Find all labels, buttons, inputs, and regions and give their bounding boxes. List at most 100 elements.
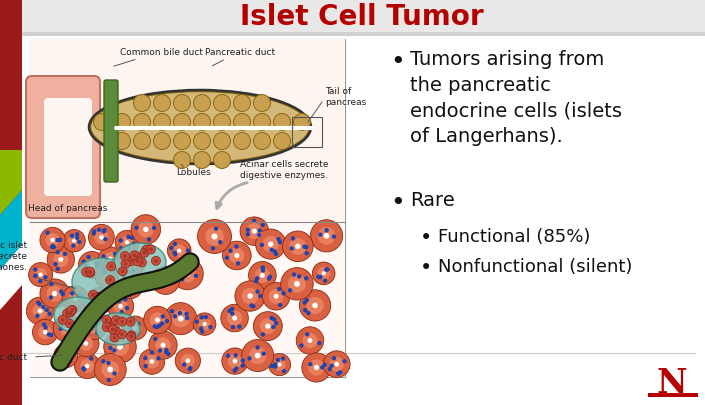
Circle shape (26, 297, 54, 325)
Circle shape (108, 278, 112, 282)
Circle shape (109, 321, 113, 325)
Circle shape (166, 352, 171, 356)
Circle shape (87, 320, 101, 334)
Circle shape (73, 330, 99, 357)
Circle shape (235, 281, 265, 311)
Circle shape (152, 271, 161, 279)
Circle shape (128, 326, 133, 331)
Circle shape (99, 247, 122, 271)
Circle shape (324, 268, 329, 272)
Circle shape (102, 361, 119, 378)
Circle shape (49, 282, 54, 287)
Circle shape (161, 315, 165, 319)
Circle shape (122, 263, 126, 267)
Text: Common bile duct: Common bile duct (114, 48, 203, 67)
Circle shape (233, 133, 250, 150)
Circle shape (230, 307, 235, 311)
Circle shape (123, 256, 139, 271)
Circle shape (38, 325, 52, 339)
Circle shape (89, 225, 114, 251)
Text: •: • (420, 228, 432, 247)
Circle shape (43, 275, 47, 280)
Circle shape (102, 267, 106, 272)
Circle shape (128, 261, 133, 266)
Circle shape (126, 254, 130, 258)
Circle shape (273, 364, 277, 369)
Circle shape (278, 240, 282, 245)
Circle shape (172, 310, 190, 328)
Circle shape (254, 95, 271, 112)
Circle shape (250, 303, 254, 308)
Circle shape (233, 353, 238, 358)
Circle shape (127, 331, 136, 340)
Circle shape (135, 226, 139, 230)
Circle shape (120, 320, 124, 324)
Circle shape (92, 230, 97, 234)
Bar (30, 40, 345, 222)
Circle shape (114, 255, 118, 260)
Circle shape (97, 295, 101, 299)
Circle shape (221, 305, 248, 332)
Circle shape (170, 273, 175, 278)
Circle shape (332, 356, 336, 360)
Circle shape (90, 296, 94, 300)
Circle shape (94, 262, 99, 266)
Circle shape (104, 299, 109, 304)
Circle shape (233, 95, 250, 112)
Circle shape (98, 305, 102, 310)
Circle shape (268, 242, 274, 247)
Circle shape (79, 335, 84, 339)
Circle shape (173, 133, 190, 150)
Circle shape (254, 279, 258, 283)
Circle shape (324, 233, 329, 239)
Circle shape (47, 246, 75, 273)
Circle shape (238, 324, 242, 329)
Circle shape (58, 315, 67, 324)
Circle shape (152, 257, 161, 266)
Circle shape (230, 311, 235, 316)
Circle shape (295, 244, 300, 249)
Circle shape (273, 362, 277, 367)
Circle shape (59, 258, 63, 262)
Circle shape (318, 228, 336, 245)
Circle shape (155, 318, 160, 323)
Circle shape (173, 95, 190, 112)
Circle shape (299, 343, 304, 348)
Circle shape (214, 133, 231, 150)
Circle shape (142, 251, 147, 255)
Circle shape (274, 133, 290, 150)
Circle shape (307, 297, 324, 314)
Circle shape (90, 309, 99, 318)
Circle shape (246, 232, 250, 237)
Circle shape (130, 333, 133, 337)
Circle shape (136, 322, 141, 326)
Circle shape (118, 318, 127, 326)
Ellipse shape (54, 297, 102, 333)
Circle shape (269, 316, 274, 320)
Circle shape (85, 320, 90, 324)
Circle shape (80, 338, 84, 342)
Circle shape (131, 215, 161, 245)
Circle shape (37, 303, 42, 307)
Circle shape (103, 290, 112, 300)
Circle shape (67, 306, 76, 315)
Circle shape (173, 114, 190, 131)
Circle shape (307, 338, 312, 343)
Circle shape (97, 299, 102, 303)
Circle shape (252, 219, 256, 223)
Circle shape (304, 277, 309, 281)
Circle shape (91, 293, 95, 297)
Circle shape (117, 344, 123, 350)
Circle shape (157, 356, 161, 360)
Circle shape (265, 324, 271, 329)
Text: Islet Cell Tumor: Islet Cell Tumor (240, 3, 484, 31)
Circle shape (49, 333, 54, 337)
Circle shape (55, 238, 60, 243)
Circle shape (128, 284, 133, 289)
Circle shape (102, 271, 106, 275)
Circle shape (67, 333, 71, 337)
Circle shape (116, 249, 145, 278)
Circle shape (123, 280, 137, 293)
Circle shape (193, 313, 216, 335)
Circle shape (85, 258, 99, 273)
